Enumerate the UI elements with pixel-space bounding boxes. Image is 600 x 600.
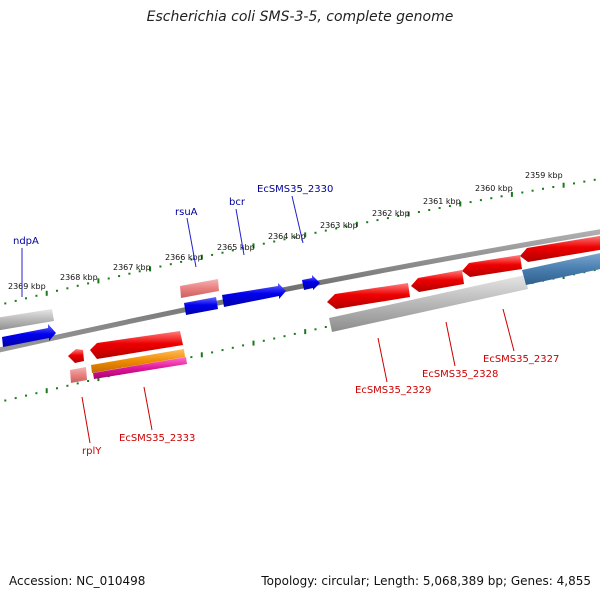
gene-EcSMS35_2329[interactable] <box>327 283 410 309</box>
gene-bcr[interactable] <box>222 283 286 307</box>
scale-label-2369: 2369 kbp <box>8 282 46 291</box>
gene-EcSMS35_2327b[interactable] <box>520 235 600 262</box>
gene-pseudo-gray-long[interactable] <box>329 275 528 332</box>
scale-label-2360: 2360 kbp <box>475 184 513 193</box>
gene-rsuA-pseudo[interactable] <box>180 279 219 298</box>
reverse-leader-lines <box>81 308 515 444</box>
genome-backbone <box>0 229 600 353</box>
scale-label-2364: 2364 kbp <box>268 232 306 241</box>
gene-orange-feature[interactable] <box>91 349 185 373</box>
scale-label-2362: 2362 kbp <box>372 209 410 218</box>
label-EcSMS35_2329[interactable]: EcSMS35_2329 <box>355 385 431 396</box>
map-title: Escherichia coli SMS-3-5, complete genom… <box>146 9 454 25</box>
scale-label-2365: 2365 kbp <box>217 243 255 252</box>
scale-label-2366: 2366 kbp <box>165 253 203 262</box>
label-EcSMS35_2333[interactable]: EcSMS35_2333 <box>119 433 195 444</box>
gene-ndpA[interactable] <box>2 324 56 347</box>
reverse-genes <box>68 235 600 383</box>
accession-text: Accession: NC_010498 <box>9 574 146 588</box>
gene-EcSMS35_2328[interactable] <box>411 270 464 292</box>
gene-EcSMS35_2330[interactable] <box>302 275 320 290</box>
gene-EcSMS35_2333[interactable] <box>90 331 183 359</box>
gene-magenta-feature[interactable] <box>93 357 187 379</box>
label-EcSMS35_2327[interactable]: EcSMS35_2327 <box>483 354 559 365</box>
forward-genes <box>0 275 320 347</box>
gene-EcSMS35_2327[interactable] <box>462 255 522 277</box>
gene-rplY-pseudo[interactable] <box>70 367 87 383</box>
gene-rsuA[interactable] <box>184 297 218 315</box>
scale-labels: 2359 kbp 2360 kbp 2361 kbp 2362 kbp 2363… <box>8 171 563 291</box>
gene-rplY[interactable] <box>68 349 84 363</box>
scale-label-2359: 2359 kbp <box>525 171 563 180</box>
label-EcSMS35_2330[interactable]: EcSMS35_2330 <box>257 184 333 195</box>
gene-steel-feature[interactable] <box>522 252 600 285</box>
label-EcSMS35_2328[interactable]: EcSMS35_2328 <box>422 369 498 380</box>
label-rsuA[interactable]: rsuA <box>175 207 198 218</box>
label-ndpA[interactable]: ndpA <box>13 236 39 247</box>
label-rplY[interactable]: rplY <box>82 446 102 457</box>
forward-leader-lines <box>21 195 304 297</box>
scale-label-2367: 2367 kbp <box>113 263 151 272</box>
gene-pseudo-gray-left[interactable] <box>0 309 54 331</box>
label-bcr[interactable]: bcr <box>229 197 246 208</box>
scale-label-2368: 2368 kbp <box>60 273 98 282</box>
forward-gene-labels: ndpA rsuA bcr EcSMS35_2330 <box>13 184 333 247</box>
genome-summary-text: Topology: circular; Length: 5,068,389 bp… <box>261 574 591 588</box>
outer-scale-ticks <box>4 178 596 305</box>
reverse-gene-labels: rplY EcSMS35_2333 EcSMS35_2329 EcSMS35_2… <box>82 354 559 457</box>
scale-label-2361: 2361 kbp <box>423 197 461 206</box>
scale-label-2363: 2363 kbp <box>320 221 358 230</box>
